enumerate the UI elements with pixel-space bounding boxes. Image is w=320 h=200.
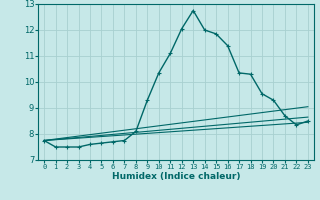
X-axis label: Humidex (Indice chaleur): Humidex (Indice chaleur) — [112, 172, 240, 181]
